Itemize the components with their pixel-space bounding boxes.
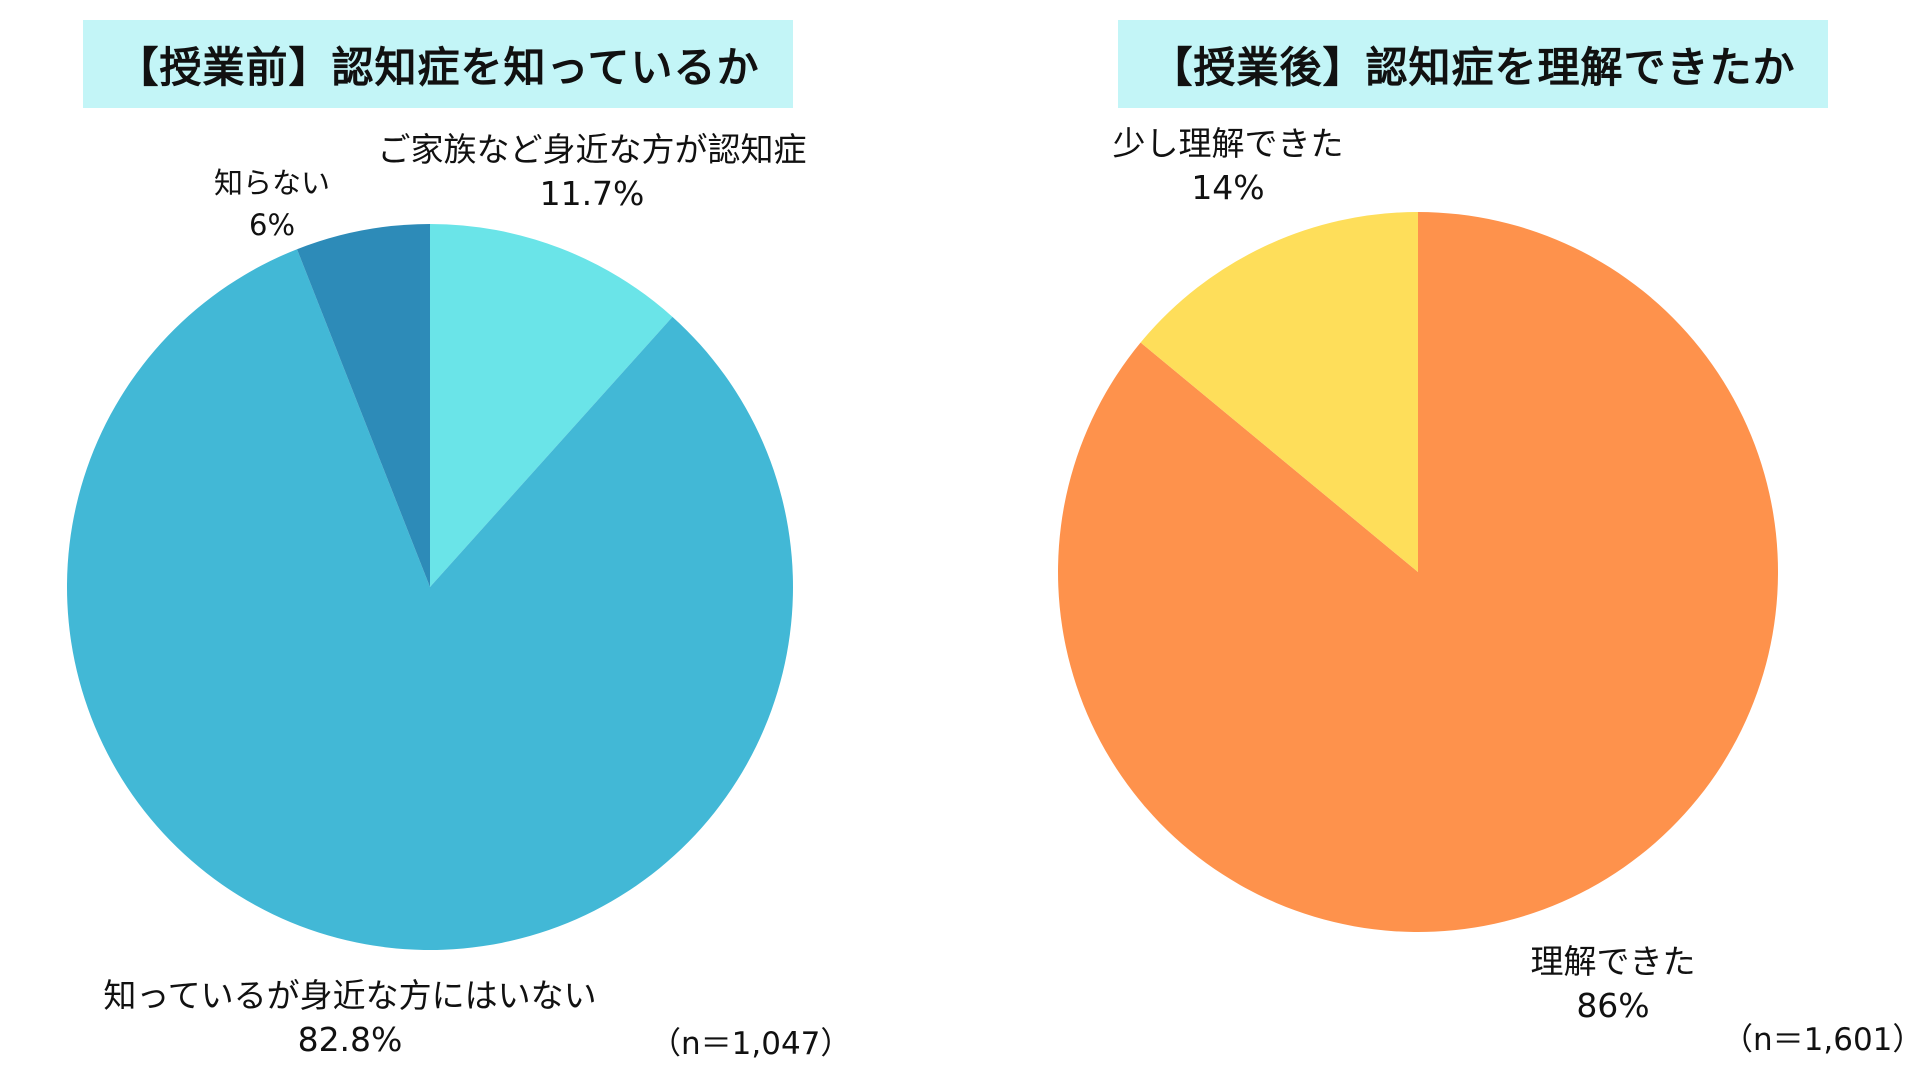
slice-label-name: 知らない [213, 166, 331, 200]
pie-slice [297, 224, 430, 587]
slice-label-value: 82.8% [297, 1020, 403, 1059]
pie-slice [1058, 212, 1779, 933]
chart-title: 【授業前】認知症を知っているか [83, 20, 793, 108]
pie-slice [66, 249, 793, 950]
chart-after: 【授業後】認知症を理解できたか 少し理解できた 14% 理解できた 86% （n… [960, 0, 1920, 1080]
pie-chart [66, 224, 793, 950]
pie-chart [1058, 212, 1779, 933]
slice-label: 知らない 6% [214, 162, 330, 246]
slice-label: 理解できた 86% [1531, 940, 1696, 1028]
slice-label: 少し理解できた 14% [1113, 122, 1344, 210]
chart-before: 【授業前】認知症を知っているか ご家族など身近な方が認知症 11.7% 知らない… [66, 20, 852, 1062]
slice-label-value: 86% [1576, 986, 1650, 1025]
sample-size-note: （n＝1,047） [650, 1026, 852, 1062]
pie-slice [430, 224, 673, 587]
slice-label-name: 知っているが身近な方にはいない [103, 976, 597, 1015]
slice-label-value: 6% [248, 208, 296, 242]
slice-label-value: 14% [1191, 168, 1265, 207]
sample-size-note: （n＝1,601） [1722, 1022, 1920, 1058]
slice-label: ご家族など身近な方が認知症 11.7% [378, 128, 807, 216]
slice-label: 知っているが身近な方にはいない 82.8% [103, 974, 596, 1062]
slice-label-name: 理解できた [1530, 942, 1696, 981]
slice-label-name: 少し理解できた [1112, 124, 1344, 163]
chart-title: 【授業後】認知症を理解できたか [1118, 20, 1828, 108]
pie-slice [1140, 212, 1418, 572]
slice-label-value: 11.7% [539, 174, 645, 213]
slice-label-name: ご家族など身近な方が認知症 [377, 130, 807, 169]
